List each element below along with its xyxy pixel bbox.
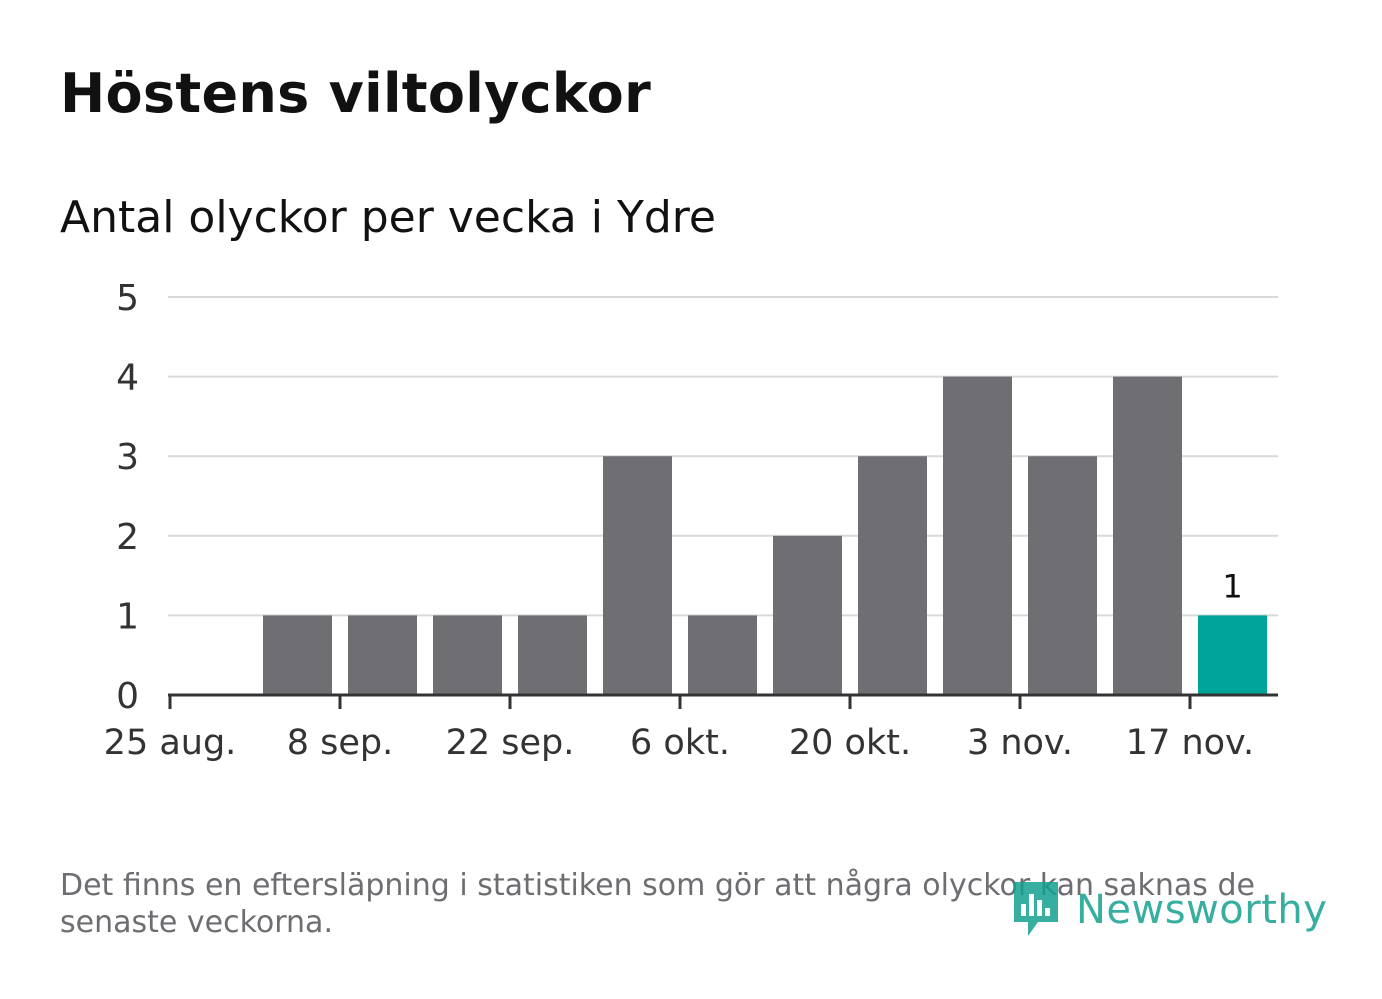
x-tick-label: 20 okt. [789, 723, 911, 763]
bar [1113, 376, 1182, 695]
bar [943, 376, 1012, 695]
labels: 0 1 2 3 4 5 1 25 aug. 8 sep. 22 sep. 6 okt. 20 okt.… [104, 278, 1255, 763]
bars [263, 376, 1267, 695]
x-tick-label: 6 okt. [630, 723, 730, 763]
bar [518, 615, 587, 695]
logo-text: Newsworthy [1076, 887, 1328, 933]
bar [603, 456, 672, 695]
y-tick-label: 3 [116, 437, 139, 478]
bar [773, 535, 842, 695]
bar [263, 615, 332, 695]
bar [348, 615, 417, 695]
gridlines [168, 296, 1278, 617]
y-tick-label: 4 [116, 358, 139, 399]
bar [858, 456, 927, 695]
x-tick-label: 22 sep. [446, 723, 575, 763]
y-tick-label: 1 [116, 596, 139, 637]
y-tick-label: 5 [116, 278, 139, 319]
y-tick-label: 0 [116, 676, 139, 717]
x-tick-label: 17 nov. [1126, 723, 1254, 763]
y-tick-label: 2 [116, 517, 139, 558]
bar-highlight [1198, 615, 1267, 695]
x-tick-label: 8 sep. [287, 723, 394, 763]
bar [1028, 456, 1097, 695]
chart-title: Höstens viltolyckor [60, 62, 651, 125]
x-tick-label: 3 nov. [967, 723, 1073, 763]
bar [688, 615, 757, 695]
chart-subtitle: Antal olyckor per vecka i Ydre [60, 192, 716, 243]
newsworthy-logo: Newsworthy [1010, 878, 1327, 942]
data-label: 1 [1222, 567, 1242, 605]
x-tick-label: 25 aug. [104, 723, 237, 763]
chart-speech-bubble-icon [1014, 882, 1058, 936]
bar-chart: 0 1 2 3 4 5 1 25 aug. 8 sep. 22 sep. 6 okt. 20 okt.… [104, 278, 1278, 763]
bar [433, 615, 502, 695]
x-axis [168, 693, 1278, 709]
